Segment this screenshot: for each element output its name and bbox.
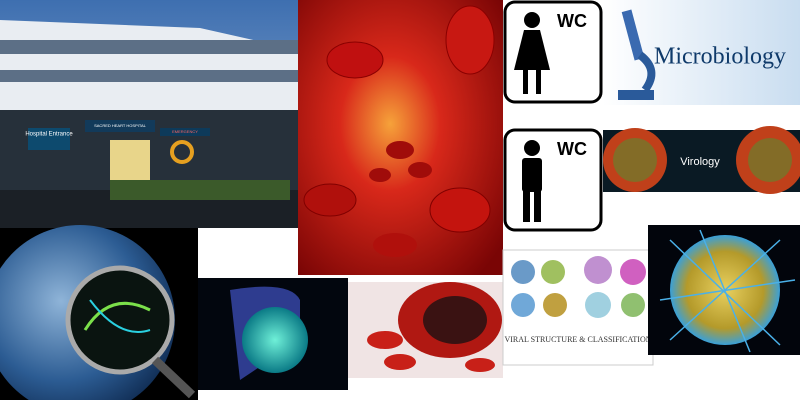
petri-dish-photo <box>198 278 348 390</box>
hospital-photo: SACRED HEART HOSPITAL Hospital Entrance … <box>0 0 298 228</box>
wc-label: WC <box>557 11 587 31</box>
wc-male-sign: WC <box>503 128 603 232</box>
viral-structure-slide: VIRAL STRUCTURE & CLASSIFICATION <box>502 249 654 366</box>
microbiology-label: Microbiology <box>654 44 786 70</box>
blood-vessel-photo <box>298 0 503 275</box>
microbiology-banner: Microbiology <box>603 0 800 105</box>
earth-magnifier-photo <box>0 225 198 400</box>
virology-banner: Virology <box>603 126 800 194</box>
virology-label: Virology <box>680 156 720 168</box>
emergency-sign: EMERGENCY <box>172 129 198 134</box>
viral-slide-title: VIRAL STRUCTURE & CLASSIFICATION <box>504 335 651 344</box>
hospital-banner: SACRED HEART HOSPITAL <box>94 123 147 128</box>
wc-label: WC <box>557 139 587 159</box>
virus-particle-photo <box>648 225 800 355</box>
blood-vessel-photo-2 <box>348 282 503 378</box>
hospital-sign: Hospital Entrance <box>25 132 73 138</box>
wc-female-sign: WC <box>503 0 603 104</box>
